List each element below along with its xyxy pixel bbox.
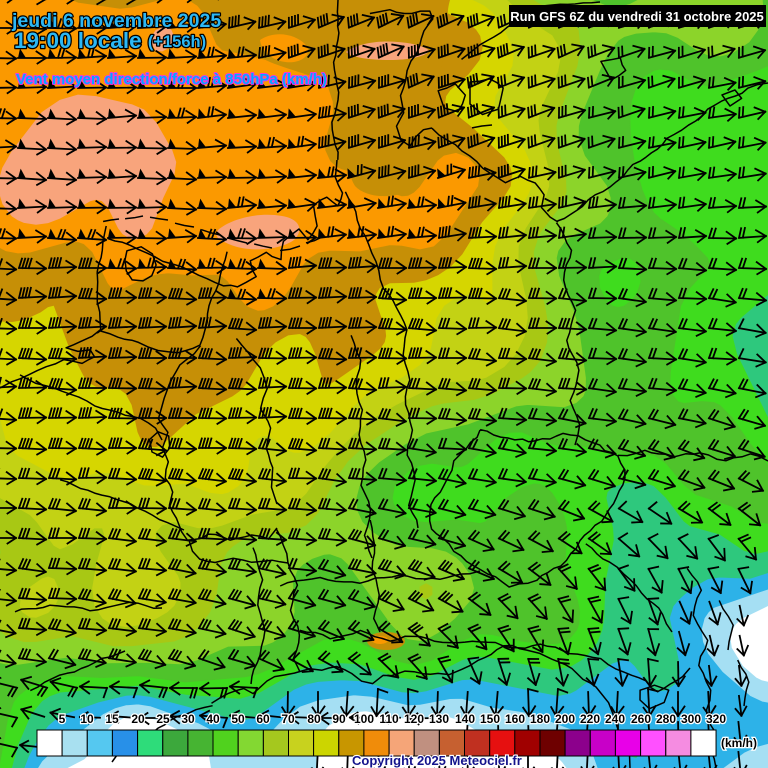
svg-text:180: 180 xyxy=(530,712,550,726)
svg-text:Vent moyen direction/force à 8: Vent moyen direction/force à 850hPa (km/… xyxy=(16,71,327,88)
svg-text:100: 100 xyxy=(354,712,374,726)
svg-text:19:00 locale (+156h): 19:00 locale (+156h) xyxy=(14,28,206,53)
svg-text:jeudi 6 novembre 2025: jeudi 6 novembre 2025 xyxy=(11,10,221,32)
svg-text:10: 10 xyxy=(80,712,94,726)
svg-text:280: 280 xyxy=(656,712,676,726)
svg-text:110: 110 xyxy=(379,712,399,726)
svg-text:(km/h): (km/h) xyxy=(721,736,757,750)
svg-text:120: 120 xyxy=(404,712,424,726)
svg-text:5: 5 xyxy=(59,712,66,726)
svg-text:Copyright 2025 Meteociel.fr: Copyright 2025 Meteociel.fr xyxy=(352,753,522,768)
svg-text:150: 150 xyxy=(480,712,500,726)
svg-text:220: 220 xyxy=(580,712,600,726)
svg-text:60: 60 xyxy=(256,712,270,726)
svg-text:40: 40 xyxy=(206,712,220,726)
svg-text:15: 15 xyxy=(105,712,119,726)
svg-text:80: 80 xyxy=(307,712,321,726)
svg-text:20: 20 xyxy=(131,712,145,726)
svg-text:90: 90 xyxy=(332,712,346,726)
svg-text:260: 260 xyxy=(631,712,651,726)
svg-text:200: 200 xyxy=(555,712,575,726)
svg-text:160: 160 xyxy=(505,712,525,726)
svg-text:Run GFS 6Z du vendredi 31 octo: Run GFS 6Z du vendredi 31 octobre 2025 xyxy=(510,9,764,24)
svg-text:240: 240 xyxy=(605,712,625,726)
svg-text:140: 140 xyxy=(455,712,475,726)
svg-text:320: 320 xyxy=(706,712,726,726)
svg-text:300: 300 xyxy=(681,712,701,726)
svg-text:30: 30 xyxy=(181,712,195,726)
svg-text:25: 25 xyxy=(156,712,170,726)
svg-text:70: 70 xyxy=(281,712,295,726)
svg-text:130: 130 xyxy=(429,712,449,726)
svg-text:50: 50 xyxy=(231,712,245,726)
